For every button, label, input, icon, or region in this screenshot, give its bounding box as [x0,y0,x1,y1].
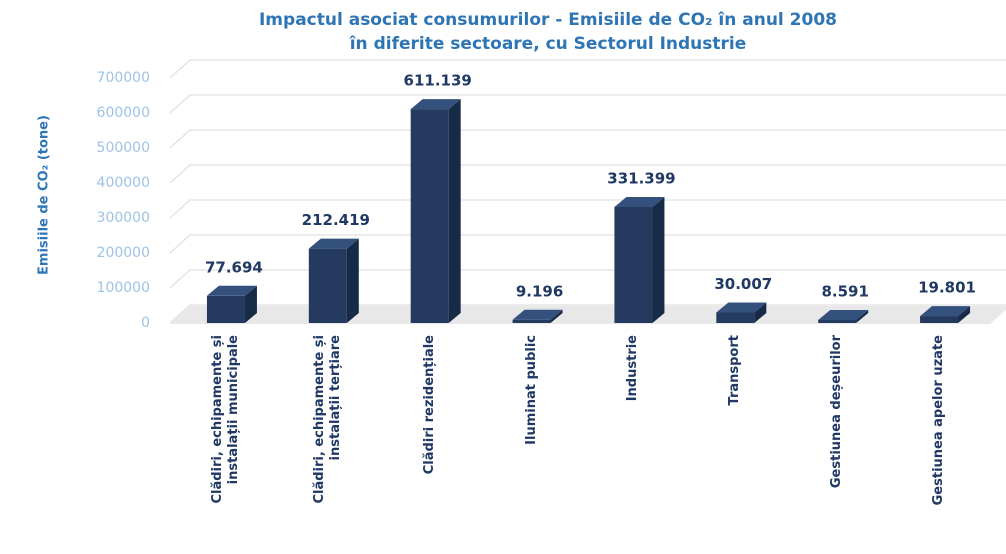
bar-top [512,309,563,320]
bar-side [754,302,767,323]
bar-side [652,197,665,323]
grid-line [169,59,1006,79]
y-tick-label: 300000 [97,210,150,226]
grid-line [169,199,1006,219]
bar-top [614,197,665,208]
value-label: 19.801 [918,279,976,297]
bar-side [448,99,461,323]
floor [170,306,1006,324]
y-tick-label: 200000 [97,245,150,261]
x-tick-label: Industrie [625,335,641,402]
bar-side [958,306,971,323]
grid-line [169,269,1006,289]
x-tick-label: Gestiunea deșeurilor [829,335,845,489]
bar [818,319,857,323]
y-axis-label: Emisiile de CO₂ (tone) [37,115,52,275]
bar-top [410,99,461,110]
y-tick-label: 700000 [97,70,150,86]
bar-side [550,309,563,323]
value-label: 331.399 [607,170,675,188]
x-tick-label: Clădiri, echipamente și instalații munic… [209,335,241,504]
x-tick-label: Iluminat public [523,335,539,445]
bar-top [818,309,869,320]
y-tick-label: 600000 [97,105,150,121]
x-tick-label: Clădiri, echipamente și instalații terți… [311,335,343,504]
bar-top [920,306,971,317]
bar [716,312,755,323]
y-tick-label: 500000 [97,140,150,156]
x-tick-label: Transport [727,335,743,406]
y-tick-label: 0 [141,315,150,331]
chart-title: Impactul asociat consumurilor - Emisiile… [259,10,837,30]
bar [206,295,245,323]
value-label: 77.694 [205,258,263,276]
bar [308,248,347,323]
x-tick-label: Clădiri rezidențiale [421,335,437,475]
bar-side [346,238,359,323]
value-label: 9.196 [516,282,563,300]
y-tick-label: 400000 [97,175,150,191]
bar-side [856,309,869,323]
chart-title: în diferite sectoare, cu Sectorul Indust… [349,34,747,54]
bar-side [244,285,257,323]
value-label: 212.419 [302,211,370,229]
grid-line [169,129,1006,149]
bar-top [716,302,767,313]
value-label: 8.591 [821,282,868,300]
x-tick-label: Gestiunea apelor uzate [931,335,947,506]
grid-line [169,234,1006,254]
bar [920,316,959,323]
grid-line [169,94,1006,114]
grid-line [169,164,1006,184]
value-label: 611.139 [404,72,472,90]
value-label: 30.007 [714,275,772,293]
y-tick-label: 100000 [97,280,150,296]
bar-top [308,238,359,249]
bar [512,319,551,323]
bar [614,207,653,323]
bar [410,109,449,323]
bar-top [206,285,257,296]
